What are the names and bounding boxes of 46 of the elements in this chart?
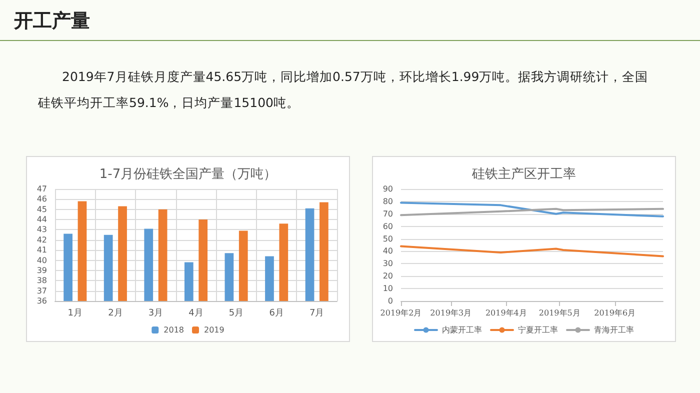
x-tick-label: 2019年3月 xyxy=(430,308,472,318)
y-tick-label: 0 xyxy=(388,296,393,306)
x-tick-label: 3月 xyxy=(148,308,164,318)
x-tick-label: 4月 xyxy=(188,308,204,318)
chart-title: 硅铁主产区开工率 xyxy=(471,166,576,182)
legend-label: 青海开工率 xyxy=(594,326,634,334)
line-series xyxy=(400,202,664,218)
y-tick-label: 41 xyxy=(36,246,47,255)
x-tick-label: 1月 xyxy=(68,308,83,318)
chart-title: 1-7月份硅铁全国产量（万吨） xyxy=(99,167,277,182)
x-tick-label: 2019年5月 xyxy=(538,308,580,318)
x-tick-label: 2019年4月 xyxy=(485,308,527,318)
line-series xyxy=(400,208,664,216)
x-tick-label: 5月 xyxy=(228,308,244,318)
y-tick-label: 60 xyxy=(382,222,393,231)
x-tick-label: 2月 xyxy=(108,308,123,318)
y-tick-label: 45 xyxy=(36,204,47,214)
x-tick-label: 6月 xyxy=(269,308,284,318)
y-tick-label: 20 xyxy=(382,272,393,281)
x-tick-label: 2019年2月 xyxy=(380,308,422,318)
x-tick-label: 7月 xyxy=(309,308,324,318)
y-tick-label: 40 xyxy=(382,246,393,256)
legend-label: 内蒙开工率 xyxy=(442,326,482,334)
y-tick-label: 44 xyxy=(36,215,47,224)
y-tick-label: 39 xyxy=(36,266,47,275)
y-tick-label: 37 xyxy=(36,286,47,296)
y-tick-label: 40 xyxy=(36,256,47,265)
text: 2019年7月硅铁月度产量45.65万吨，同比增加0.57万吨，环比增长1.99万吨。据我方调研统计，全国硅铁平均开工率59.1%，日均产量15100吨。 xyxy=(38,68,650,112)
y-tick-label: 80 xyxy=(382,196,393,206)
y-tick-label: 30 xyxy=(382,259,393,268)
y-tick-label: 36 xyxy=(36,296,47,306)
legend-label: 2019 xyxy=(204,326,224,334)
y-tick-label: 90 xyxy=(382,184,393,194)
y-tick-label: 42 xyxy=(36,235,47,244)
line-series xyxy=(400,245,664,258)
legend-label: 2018 xyxy=(164,326,184,334)
legend-label: 宁夏开工率 xyxy=(518,326,558,334)
y-tick-label: 50 xyxy=(382,234,393,244)
y-tick-label: 43 xyxy=(36,225,47,234)
y-tick-label: 38 xyxy=(36,276,47,286)
y-tick-label: 70 xyxy=(382,209,393,218)
y-tick-label: 46 xyxy=(36,194,47,204)
y-tick-label: 10 xyxy=(382,284,393,294)
text: 开工产量 xyxy=(14,9,90,34)
y-tick-label: 47 xyxy=(36,184,47,194)
x-tick-label: 2019年6月 xyxy=(594,308,636,318)
